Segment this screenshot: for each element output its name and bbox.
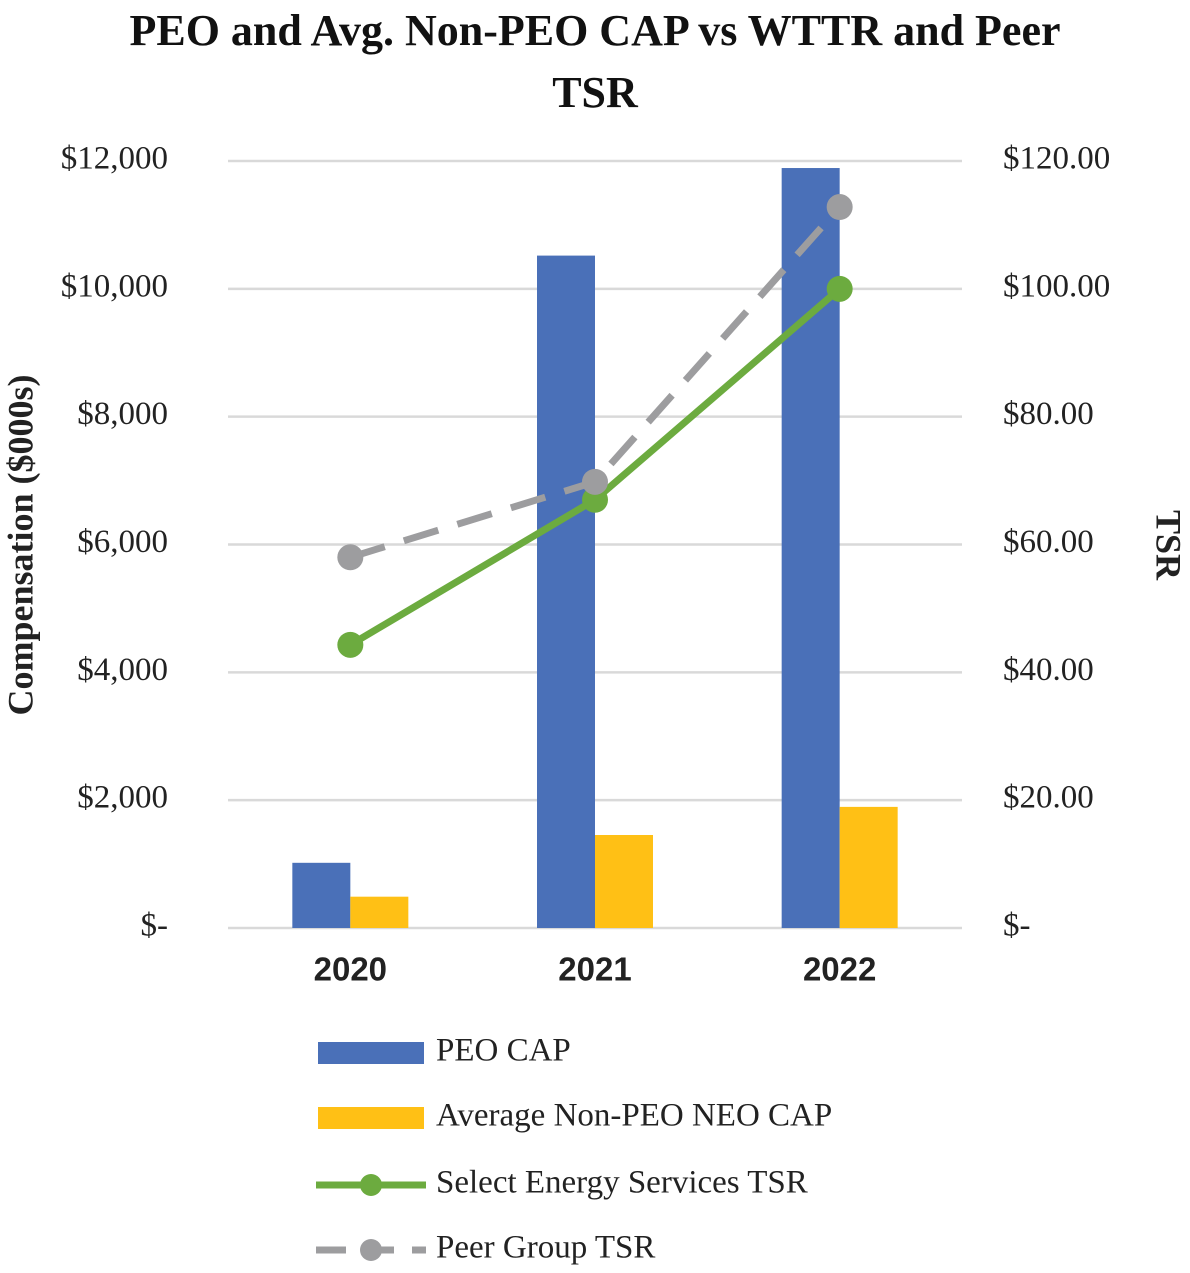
y-axis-title: Compensation ($000s) bbox=[0, 374, 40, 715]
y2-tick-label: $100.00 bbox=[1003, 268, 1110, 304]
legend-label: Average Non-PEO NEO CAP bbox=[436, 1098, 832, 1134]
marker bbox=[337, 631, 364, 658]
marker bbox=[826, 194, 853, 221]
y2-tick-label: $40.00 bbox=[1003, 652, 1094, 688]
y-tick-label: $8,000 bbox=[77, 396, 168, 432]
marker bbox=[582, 486, 608, 513]
bar bbox=[350, 896, 409, 928]
marker bbox=[826, 275, 853, 302]
legend-marker bbox=[360, 1174, 382, 1196]
x-tick-label: 2021 bbox=[558, 951, 631, 988]
bar bbox=[595, 835, 653, 928]
y2-tick-label: $60.00 bbox=[1003, 524, 1094, 560]
chart-title: PEO and Avg. Non-PEO CAP vs WTTR and Pee… bbox=[129, 6, 1061, 117]
y-tick-label: $4,000 bbox=[77, 652, 168, 688]
x-tick-label: 2020 bbox=[314, 951, 387, 988]
y2-tick-label: $80.00 bbox=[1003, 396, 1094, 432]
legend-label: PEO CAP bbox=[436, 1033, 571, 1069]
legend-swatch bbox=[318, 1042, 424, 1064]
legend-label: Select Energy Services TSR bbox=[436, 1165, 808, 1201]
y2-axis-title: TSR bbox=[1149, 510, 1189, 581]
y-tick-label: $- bbox=[141, 908, 169, 944]
y-tick-label: $12,000 bbox=[61, 141, 168, 177]
y-tick-label: $2,000 bbox=[77, 780, 168, 816]
y-tick-label: $6,000 bbox=[77, 524, 168, 560]
bar bbox=[292, 862, 351, 928]
bar bbox=[839, 806, 898, 928]
marker bbox=[337, 544, 364, 571]
legend-marker bbox=[360, 1239, 382, 1261]
marker bbox=[582, 468, 608, 495]
y2-tick-label: $20.00 bbox=[1003, 780, 1094, 816]
legend-label: Peer Group TSR bbox=[436, 1230, 655, 1266]
x-tick-label: 2022 bbox=[803, 951, 876, 988]
y-tick-label: $10,000 bbox=[61, 268, 168, 304]
y2-tick-label: $- bbox=[1003, 908, 1031, 944]
y2-tick-label: $120.00 bbox=[1003, 141, 1110, 177]
bar bbox=[537, 255, 595, 928]
legend-swatch bbox=[318, 1107, 424, 1129]
